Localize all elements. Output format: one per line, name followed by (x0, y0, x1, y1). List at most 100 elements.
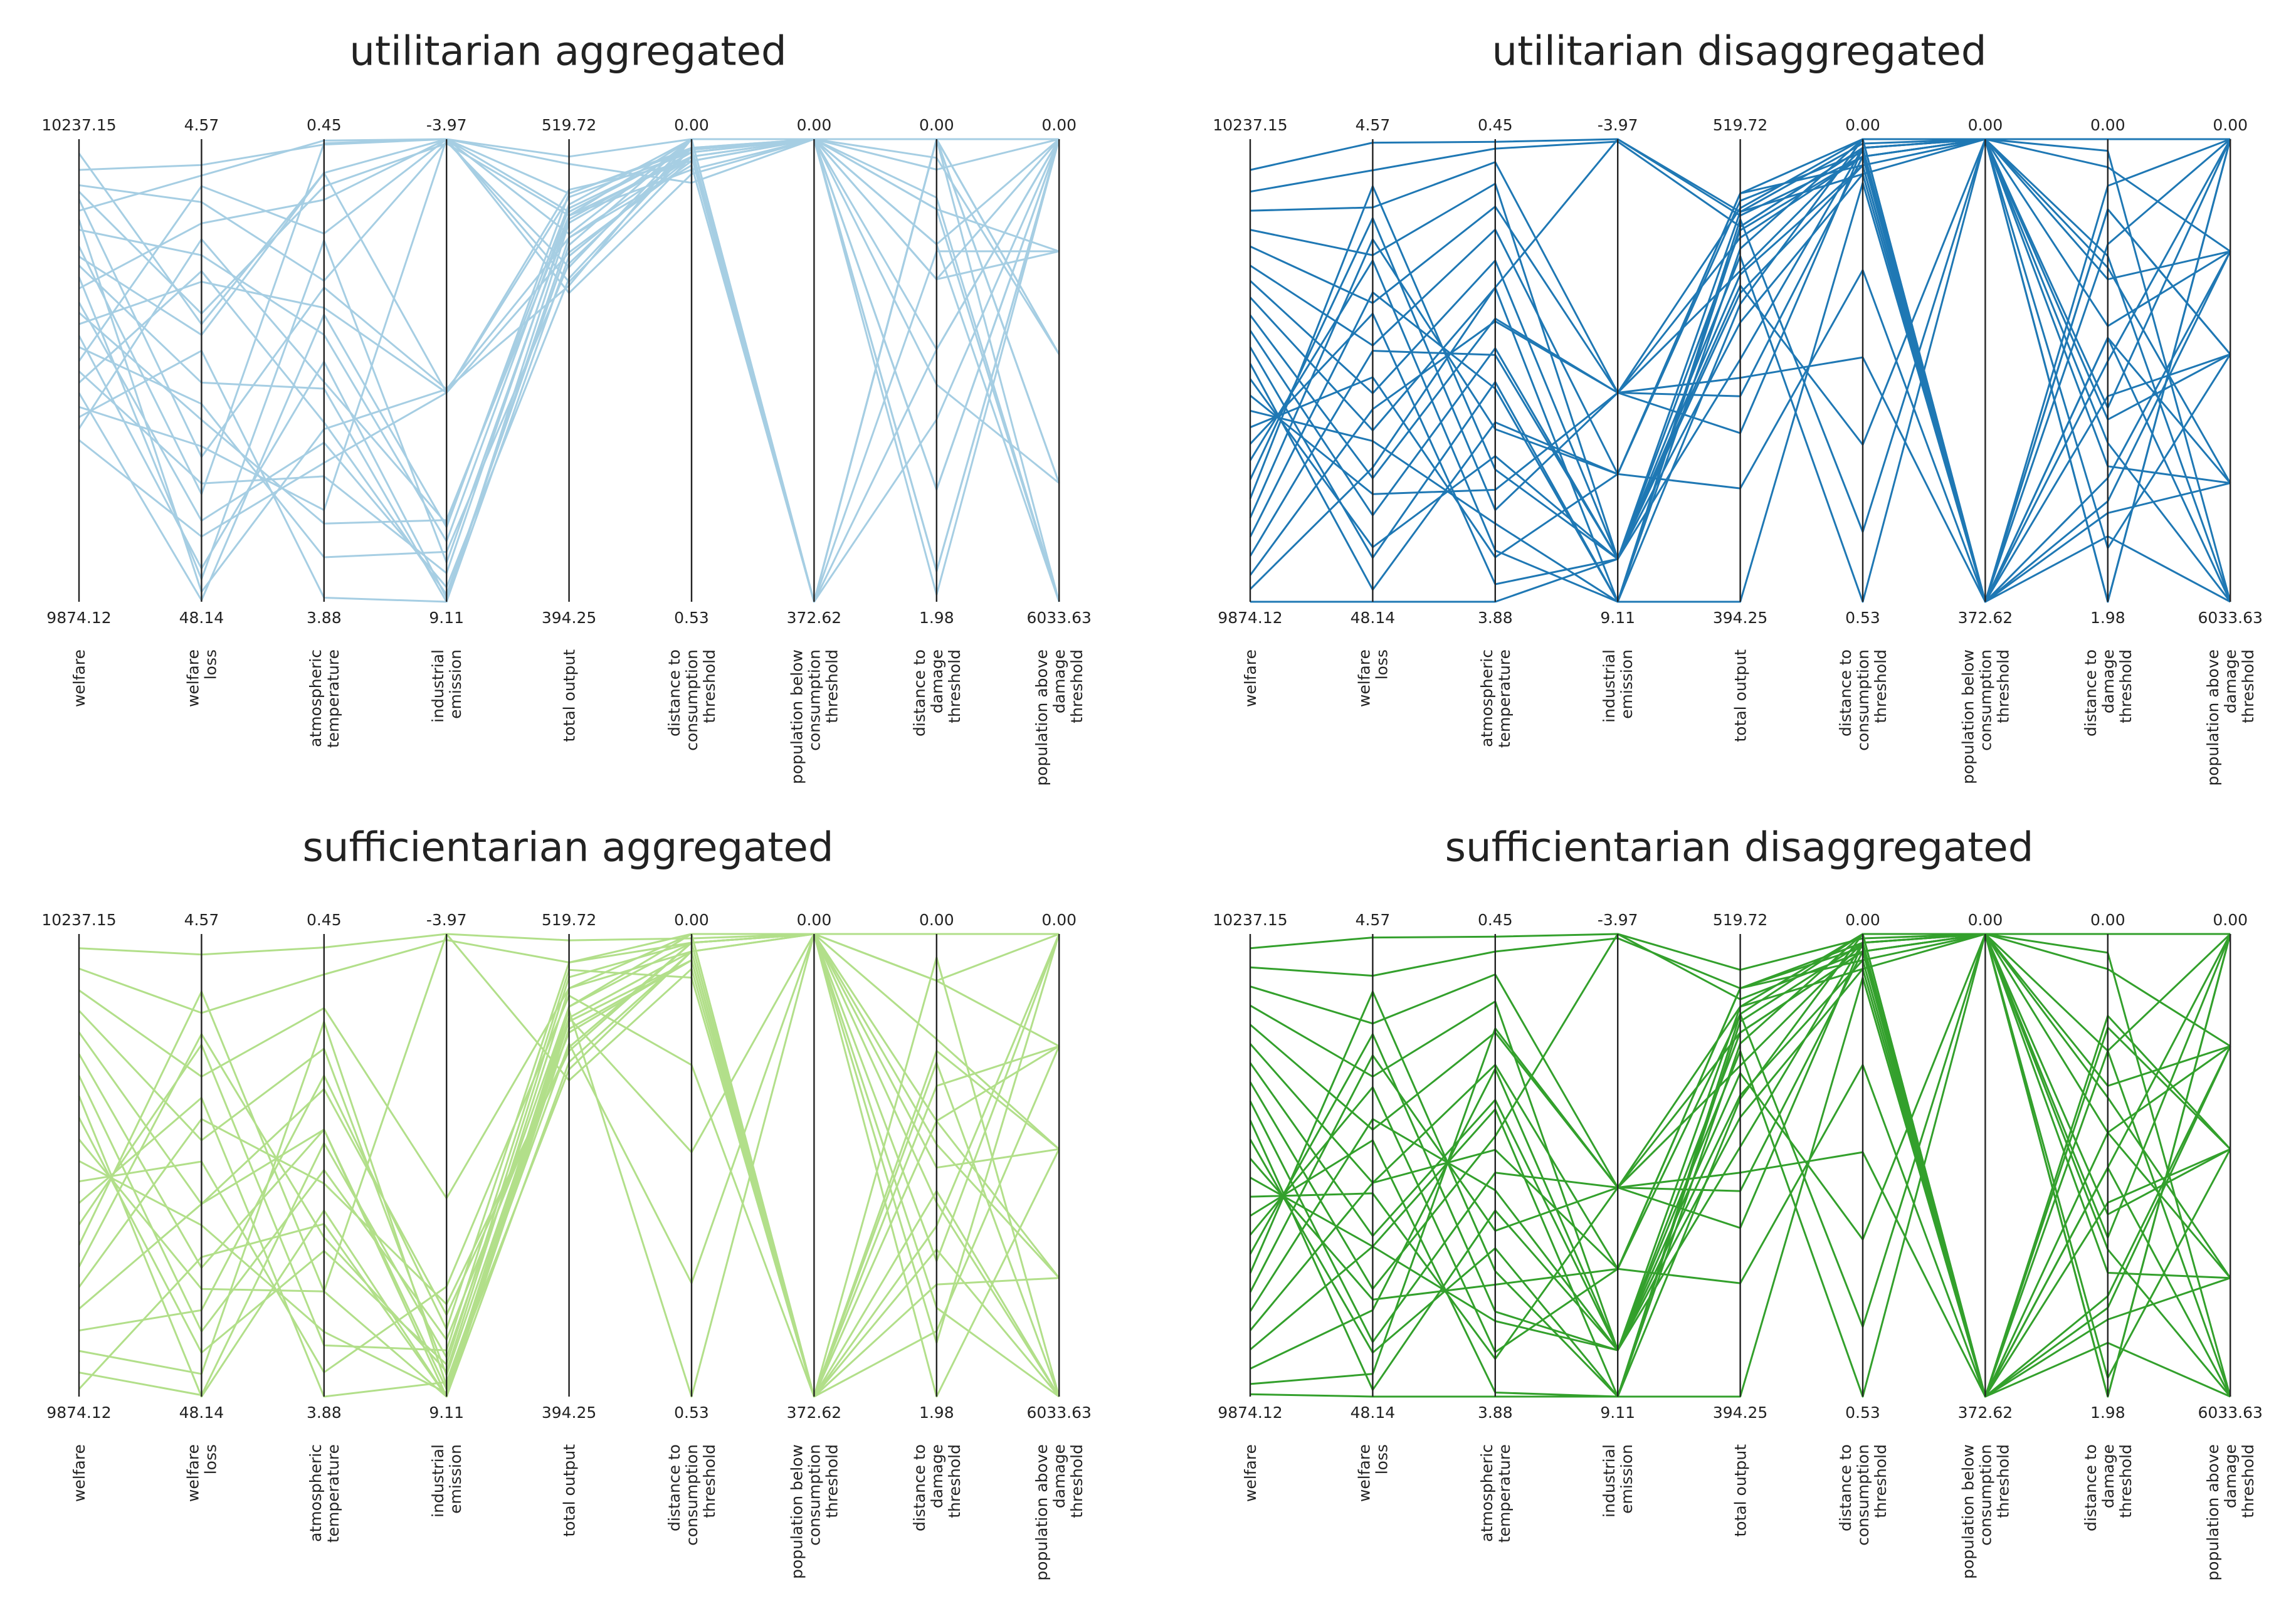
axis-industrial-emission: -3.97 9.11 industrialemission (1598, 116, 1638, 723)
axis-name-line: distance to (665, 1444, 683, 1531)
axis-bottom-label: 1.98 (919, 1404, 954, 1422)
axis-population-below-consumption-threshold: 0.00 372.62 population belowconsumptionthr… (787, 911, 841, 1579)
axis-name: total output (1732, 1444, 1750, 1537)
axis-bottom-label: 372.62 (787, 1404, 841, 1422)
axis-name-line: welfare (1241, 1444, 1260, 1502)
axis-name: industrialemission (429, 649, 465, 723)
axis-name-line: distance to (1836, 649, 1855, 737)
axis-bottom-label: 9.11 (429, 1404, 464, 1422)
axis-population-below-consumption-threshold: 0.00 372.62 population belowconsumptionthr… (787, 116, 841, 784)
axis-top-label: 0.00 (1041, 116, 1077, 134)
axis-name: atmospherictemperature (1478, 1444, 1514, 1543)
axis-name-line: total output (1732, 649, 1750, 742)
axis-name-line: consumption (1976, 1444, 1994, 1546)
axis-bottom-label: 394.25 (542, 1404, 596, 1422)
axis-population-above-damage-threshold: 0.00 6033.63 population abovedamagethresho… (2198, 911, 2263, 1581)
axis-name-line: consumption (1854, 1444, 1872, 1546)
axis-name: welfareloss (1355, 1444, 1391, 1502)
axis-industrial-emission: -3.97 9.11 industrialemission (1598, 911, 1638, 1518)
axis-name-line: distance to (665, 649, 683, 737)
axis-bottom-label: 6033.63 (2198, 1404, 2263, 1422)
axis-bottom-label: 372.62 (787, 609, 841, 627)
axis-name-line: threshold (1994, 649, 2012, 723)
axis-bottom-label: 0.53 (1845, 1404, 1880, 1422)
axis-name: population belowconsumptionthreshold (1959, 649, 2012, 784)
axis-top-label: 4.57 (1356, 911, 1391, 929)
axis-bottom-label: 3.88 (1478, 609, 1513, 627)
axis-name: welfareloss (184, 1444, 219, 1502)
axis-bottom-label: 9874.12 (1218, 609, 1282, 627)
axis-name-line: total output (561, 1444, 579, 1537)
axis-name-line: industrial (429, 649, 447, 723)
chart-panel-0: utilitarian aggregated 10237.15 9874.12 wel… (41, 29, 1092, 786)
chart-title: sufficientarian disaggregated (1445, 825, 2034, 871)
axis-population-above-damage-threshold: 0.00 6033.63 population abovedamagethresho… (1027, 116, 1092, 786)
axis-name-line: population above (1033, 649, 1051, 786)
axis-distance-to-consumption-threshold: 0.00 0.53 distance toconsumptionthreshold (1836, 116, 1890, 751)
axis-welfare: 10237.15 9874.12 welfare (41, 911, 116, 1502)
axis-name-line: damage (2099, 1444, 2117, 1508)
axis-atmospheric-temperature: 0.45 3.88 atmospherictemperature (1478, 911, 1514, 1543)
axis-name-line: consumption (805, 1444, 823, 1546)
axis-name-line: distance to (910, 1444, 929, 1531)
chart-title: sufficientarian aggregated (303, 825, 834, 871)
axis-name-line: population below (1959, 649, 1977, 784)
axis-bottom-label: 372.62 (1958, 1404, 2013, 1422)
axis-name-line: loss (201, 649, 219, 679)
axis-name-line: damage (2221, 649, 2240, 713)
axis-name-line: total output (1732, 1444, 1750, 1537)
axis-name: distance todamagethreshold (910, 1444, 964, 1531)
axis-name-line: industrial (1600, 1444, 1618, 1518)
axis-total-output: 519.72 394.25 total output (542, 116, 596, 742)
axis-bottom-label: 3.88 (307, 609, 342, 627)
axis-top-label: 0.00 (2090, 116, 2125, 134)
axis-welfare-loss: 4.57 48.14 welfareloss (1351, 911, 1396, 1502)
chart-title: utilitarian aggregated (349, 29, 786, 75)
axis-top-label: 0.45 (1478, 911, 1513, 929)
axis-name: atmospherictemperature (1478, 649, 1514, 748)
axis-bottom-label: 48.14 (1351, 1404, 1396, 1422)
axis-name-line: temperature (324, 1444, 342, 1543)
axis-name-line: distance to (2082, 1444, 2100, 1531)
axis-distance-to-consumption-threshold: 0.00 0.53 distance toconsumptionthreshold (665, 911, 719, 1546)
axis-welfare: 10237.15 9874.12 welfare (1213, 911, 1287, 1502)
axis-name: welfareloss (1355, 649, 1391, 707)
axis-name-line: damage (2099, 649, 2117, 713)
axis-name: industrialemission (1600, 1444, 1636, 1518)
axis-top-label: 0.00 (1845, 911, 1880, 929)
axis-name-line: population below (787, 1444, 806, 1579)
axis-name-line: threshold (1872, 649, 1890, 723)
axis-distance-to-damage-threshold: 0.00 1.98 distance todamagethreshold (2082, 116, 2135, 737)
axis-name-line: emission (1618, 649, 1636, 719)
axis-name-line: welfare (1355, 649, 1373, 707)
axis-name-line: distance to (1836, 1444, 1855, 1531)
axis-bottom-label: 9874.12 (1218, 1404, 1282, 1422)
axis-name: population abovedamagethreshold (2204, 649, 2257, 786)
chart-panel-3: sufficientarian disaggregated 10237.15 987… (1213, 825, 2263, 1581)
axis-name: total output (1732, 649, 1750, 742)
axis-top-label: 0.00 (2090, 911, 2125, 929)
axis-name-line: welfare (184, 649, 202, 707)
axis-top-label: 4.57 (184, 911, 219, 929)
axis-distance-to-consumption-threshold: 0.00 0.53 distance toconsumptionthreshold (1836, 911, 1890, 1546)
axis-name-line: loss (1372, 649, 1391, 679)
axis-distance-to-damage-threshold: 0.00 1.98 distance todamagethreshold (910, 911, 964, 1531)
axis-name-line: threshold (945, 649, 964, 723)
axis-bottom-label: 9.11 (1600, 609, 1635, 627)
axis-atmospheric-temperature: 0.45 3.88 atmospherictemperature (1478, 116, 1514, 748)
axis-name-line: distance to (2082, 649, 2100, 737)
axis-welfare: 10237.15 9874.12 welfare (1213, 116, 1287, 707)
axis-name-line: damage (928, 1444, 946, 1508)
axis-name: total output (561, 649, 579, 742)
axis-name-line: threshold (1068, 649, 1086, 723)
axis-industrial-emission: -3.97 9.11 industrialemission (426, 911, 467, 1518)
axis-atmospheric-temperature: 0.45 3.88 atmospherictemperature (307, 116, 342, 748)
axis-bottom-label: 3.88 (1478, 1404, 1513, 1422)
axis-bottom-label: 9.11 (1600, 1404, 1635, 1422)
axis-name-line: consumption (1976, 649, 1994, 751)
axis-name: welfareloss (184, 649, 219, 707)
axis-name-line: temperature (1495, 649, 1514, 748)
axis-distance-to-consumption-threshold: 0.00 0.53 distance toconsumptionthreshold (665, 116, 719, 751)
axis-name-line: threshold (823, 1444, 841, 1518)
